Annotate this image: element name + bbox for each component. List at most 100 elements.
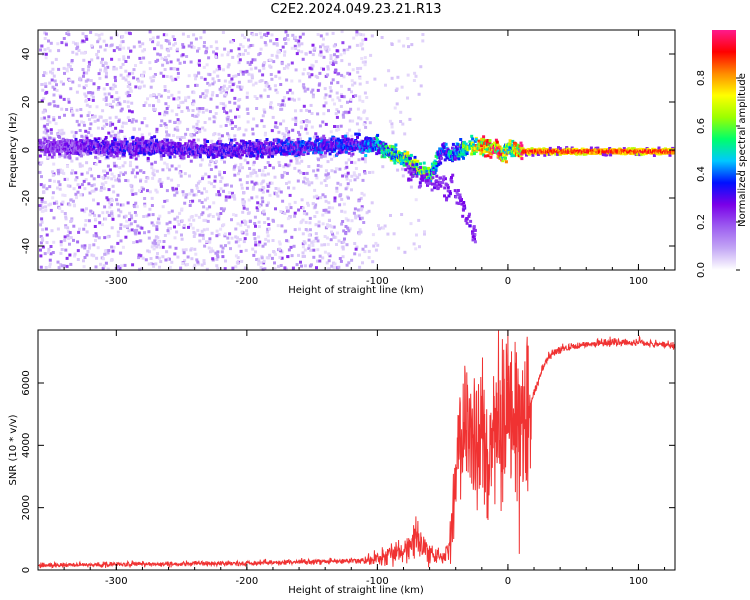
spectrogram-cell <box>401 122 405 126</box>
spectrogram-cell <box>127 31 131 35</box>
spectrogram-cell <box>177 90 181 94</box>
spectrogram-cell <box>201 110 205 114</box>
spectrogram-cell <box>59 251 63 255</box>
spectrogram-cell <box>129 160 132 164</box>
spectrogram-cell <box>215 68 219 72</box>
spectrogram-cell <box>188 192 192 196</box>
spectrogram-cell <box>90 174 94 178</box>
spectrogram-cell <box>266 161 270 164</box>
spectrogram-cell <box>201 107 205 110</box>
spectrogram-cell <box>212 70 216 74</box>
spectrogram-cell <box>188 148 192 152</box>
spectrogram-cell <box>134 213 138 217</box>
spectrogram-cell <box>233 144 237 148</box>
spectrogram-cell <box>81 39 85 43</box>
spectrogram-cell <box>257 220 261 224</box>
spectrogram-cell <box>92 234 96 238</box>
spectrogram-cell <box>82 135 85 139</box>
spectrogram-cell <box>363 109 367 113</box>
spectrogram-cell <box>205 207 209 211</box>
spectrogram-cell <box>161 149 165 153</box>
spectrogram-cell <box>61 82 65 86</box>
spectrogram-cell <box>291 91 295 95</box>
spectrogram-cell <box>189 41 193 45</box>
spectrogram-cell <box>99 262 103 266</box>
spectrogram-cell <box>268 253 272 257</box>
spectrogram-cell <box>351 152 355 156</box>
spectrogram-cell <box>173 120 177 124</box>
spectrogram-cell <box>423 230 426 234</box>
spectrogram-cell <box>363 148 367 152</box>
spectrogram-cell <box>139 149 143 153</box>
spectrogram-cell <box>157 217 161 221</box>
spectrogram-cell <box>357 214 361 218</box>
spectrogram-cell <box>137 144 141 148</box>
spectrogram-cell <box>90 58 94 62</box>
spectrogram-cell <box>294 109 297 113</box>
spectrogram-cell <box>267 239 270 243</box>
spectrogram-cell <box>205 267 209 271</box>
spectrogram-cell <box>247 211 251 215</box>
spectrogram-cell <box>146 176 150 180</box>
spectrogram-cell <box>366 149 370 153</box>
spectrogram-cell <box>334 61 338 65</box>
spectrogram-cell <box>297 39 301 43</box>
spectrogram-cell <box>125 142 129 146</box>
spectrogram-cell <box>41 143 45 146</box>
spectrogram-cell <box>101 57 104 61</box>
spectrogram-cell <box>243 36 247 40</box>
spectrogram-cell <box>103 92 107 96</box>
spectrogram-cell <box>134 157 138 161</box>
spectrogram-cell <box>358 228 362 232</box>
spectrogram-cell <box>248 152 252 156</box>
spectrogram-cell <box>195 184 199 188</box>
spectrogram-cell <box>334 112 338 116</box>
spectrogram-cell <box>344 232 348 236</box>
spectrogram-cell <box>122 172 126 176</box>
spectrogram-cell <box>301 57 305 61</box>
spectrogram-cell <box>88 91 92 94</box>
spectrogram-cell <box>268 193 272 197</box>
spectrogram-cell <box>173 193 177 197</box>
spectrogram-cell <box>68 153 72 157</box>
spectrogram-cell <box>432 166 436 170</box>
spectrogram-cell <box>165 110 169 114</box>
spectrogram-cell <box>223 79 227 83</box>
spectrogram-cell <box>252 253 256 257</box>
spectrogram-cell <box>285 239 289 243</box>
spectrogram-cell <box>52 240 56 244</box>
spectrogram-cell <box>58 115 61 119</box>
spectrogram-cell <box>229 149 232 153</box>
spectrogram-cell <box>247 198 251 202</box>
spectrogram-cell <box>286 217 290 221</box>
spectrogram-cell <box>102 124 106 128</box>
spectrogram-cell <box>363 121 367 125</box>
spectrogram-cell <box>87 168 91 172</box>
spectrogram-cell <box>342 229 346 233</box>
spectrogram-cell <box>107 188 111 192</box>
spectrogram-cell <box>270 129 274 133</box>
spectrogram-cell <box>64 248 68 252</box>
spectrogram-cell <box>269 153 273 157</box>
spectrogram-cell <box>184 142 188 146</box>
spectrogram-cell <box>121 203 125 207</box>
spectrogram-cell <box>357 133 361 137</box>
spectrogram-cell <box>75 196 78 200</box>
spectrogram-cell <box>102 264 106 268</box>
spectrogram-cell <box>226 87 229 91</box>
spectrogram-cell <box>137 151 141 155</box>
spectrogram-cell <box>120 35 124 39</box>
spectrogram-cell <box>42 74 46 77</box>
spectrogram-cell <box>331 149 335 153</box>
spectrogram-cell <box>290 143 294 147</box>
spectrogram-cell <box>255 97 259 100</box>
spectrogram-cell <box>54 57 58 61</box>
spectrogram-cell <box>322 67 325 71</box>
spectrogram-cell <box>250 73 254 77</box>
spectrogram-cell <box>82 86 86 90</box>
spectrogram-cell <box>97 137 101 141</box>
spectrogram-cell <box>90 93 94 97</box>
spectrogram-cell <box>201 233 205 237</box>
spectrogram-cell <box>172 43 176 47</box>
spectrogram-cell <box>218 87 222 91</box>
